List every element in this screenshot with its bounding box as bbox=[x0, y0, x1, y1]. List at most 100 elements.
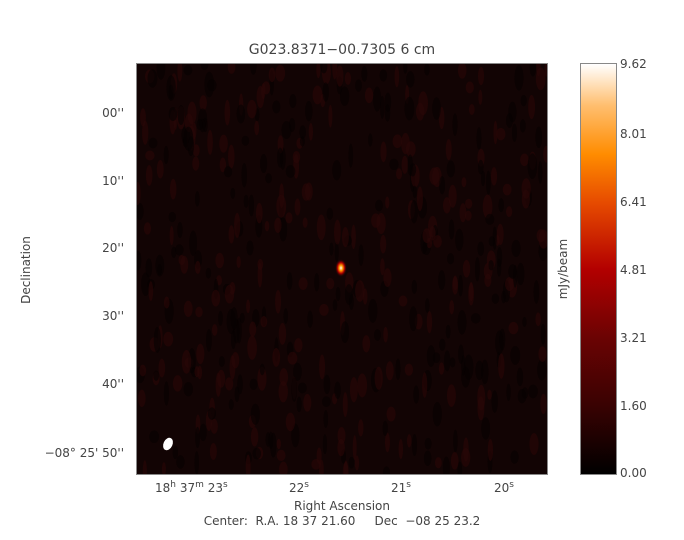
colorbar-label: mJy/beam bbox=[556, 238, 570, 300]
noise-blob bbox=[529, 64, 537, 77]
noise-blob bbox=[250, 64, 257, 75]
noise-blob bbox=[464, 210, 472, 221]
noise-blob bbox=[183, 65, 193, 76]
noise-blob bbox=[404, 96, 415, 121]
noise-blob bbox=[228, 225, 235, 244]
noise-blob bbox=[488, 260, 494, 271]
noise-blob bbox=[511, 123, 518, 142]
noise-blob bbox=[537, 359, 547, 381]
noise-blob bbox=[535, 312, 541, 327]
noise-blob bbox=[529, 433, 539, 455]
noise-blob bbox=[161, 462, 166, 474]
noise-blob bbox=[256, 85, 265, 109]
noise-blob bbox=[276, 449, 286, 462]
noise-blob bbox=[425, 298, 430, 313]
noise-blob bbox=[533, 280, 540, 304]
noise-blob bbox=[305, 101, 313, 122]
noise-blob bbox=[340, 321, 350, 344]
colorbar-tick-label: 1.60 bbox=[620, 399, 647, 413]
noise-blob bbox=[230, 307, 238, 330]
noise-blob bbox=[401, 155, 409, 174]
noise-blob bbox=[259, 363, 265, 376]
noise-blob bbox=[137, 250, 142, 271]
noise-blob bbox=[332, 64, 338, 80]
noise-pattern bbox=[137, 64, 547, 474]
noise-blob bbox=[411, 279, 418, 294]
noise-blob bbox=[246, 240, 254, 256]
noise-blob bbox=[172, 375, 183, 392]
noise-blob bbox=[287, 351, 298, 365]
noise-blob bbox=[228, 399, 234, 410]
noise-blob bbox=[462, 259, 471, 278]
noise-blob bbox=[374, 366, 383, 390]
noise-blob bbox=[504, 277, 514, 292]
noise-blob bbox=[230, 187, 236, 199]
noise-blob bbox=[450, 452, 459, 470]
noise-blob bbox=[137, 389, 146, 407]
noise-blob bbox=[445, 324, 451, 339]
noise-blob bbox=[181, 349, 192, 374]
noise-blob bbox=[384, 92, 392, 112]
noise-blob bbox=[225, 377, 234, 391]
noise-blob bbox=[448, 219, 455, 240]
noise-blob bbox=[487, 438, 494, 462]
beam-ellipse bbox=[163, 437, 173, 451]
noise-blob bbox=[468, 103, 475, 116]
noise-blob bbox=[316, 214, 326, 241]
noise-blob bbox=[311, 458, 322, 470]
colorbar-tick-label: 3.21 bbox=[620, 331, 647, 345]
chart-title: G023.8371−00.7305 6 cm bbox=[248, 42, 436, 58]
noise-blob bbox=[224, 99, 231, 126]
noise-blob bbox=[423, 450, 432, 466]
noise-blob bbox=[478, 89, 483, 105]
noise-blob bbox=[194, 366, 200, 378]
noise-blob bbox=[149, 430, 160, 444]
noise-blob bbox=[153, 370, 160, 381]
noise-blob bbox=[445, 138, 452, 161]
noise-blob bbox=[250, 427, 259, 447]
noise-blob bbox=[207, 129, 213, 155]
x-axis-label: Right Ascension bbox=[294, 499, 390, 513]
noise-blob bbox=[276, 194, 287, 218]
noise-blob bbox=[335, 286, 341, 301]
colorbar-tick-label: 6.41 bbox=[620, 195, 647, 209]
noise-blob bbox=[264, 220, 270, 232]
noise-blob bbox=[382, 420, 388, 437]
noise-blob bbox=[510, 450, 519, 464]
noise-blob bbox=[192, 144, 200, 157]
noise-blob bbox=[294, 338, 303, 353]
noise-blob bbox=[205, 267, 212, 279]
noise-blob bbox=[195, 426, 200, 449]
noise-blob bbox=[342, 392, 348, 418]
noise-blob bbox=[457, 310, 467, 335]
noise-blob bbox=[236, 104, 246, 124]
noise-blob bbox=[358, 244, 364, 266]
noise-blob bbox=[344, 71, 352, 85]
noise-blob bbox=[508, 321, 519, 335]
noise-blob bbox=[278, 322, 287, 345]
noise-blob bbox=[183, 300, 193, 317]
noise-blob bbox=[293, 362, 302, 381]
noise-blob bbox=[461, 447, 471, 467]
noise-blob bbox=[320, 64, 328, 74]
noise-blob bbox=[316, 64, 321, 79]
noise-blob bbox=[177, 221, 183, 239]
noise-blob bbox=[395, 358, 401, 380]
noise-blob bbox=[538, 161, 543, 184]
noise-blob bbox=[176, 455, 185, 469]
noise-blob bbox=[141, 272, 151, 296]
noise-blob bbox=[260, 153, 268, 174]
noise-blob bbox=[357, 373, 368, 398]
noise-blob bbox=[527, 153, 538, 179]
noise-blob bbox=[298, 382, 307, 394]
noise-blob bbox=[354, 455, 360, 471]
noise-blob bbox=[319, 303, 329, 316]
noise-blob bbox=[424, 437, 432, 450]
noise-blob bbox=[519, 119, 526, 133]
noise-blob bbox=[383, 326, 388, 343]
center-coordinates: Center: R.A. 18 37 21.60 Dec −08 25 23.2 bbox=[203, 514, 481, 528]
noise-blob bbox=[407, 154, 413, 176]
noise-blob bbox=[418, 91, 429, 116]
noise-blob bbox=[352, 435, 357, 460]
